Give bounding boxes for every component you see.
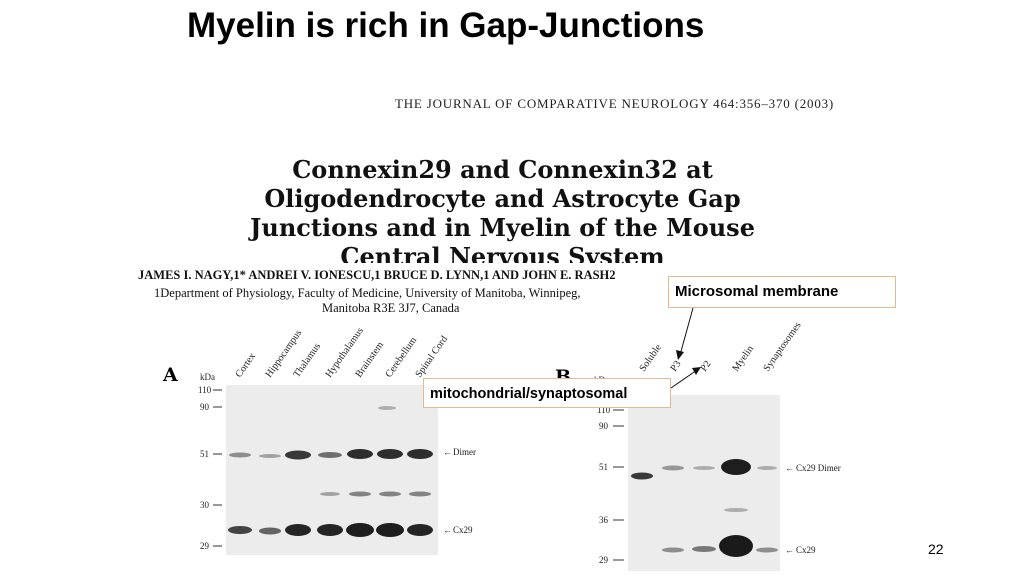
panel-a-bands [228,406,433,537]
marker-label: 29 [599,555,609,565]
band [379,491,401,497]
band [409,491,431,497]
marker-label: 110 [198,385,212,395]
marker-label: 90 [200,402,210,412]
marker-label: 51 [599,462,608,472]
band [692,546,716,552]
marker-label: 51 [200,449,209,459]
paper-title-line: Junctions and in Myelin of the Mouse [250,213,755,242]
panel-b-markers: 110 90 51 36 29 [597,405,624,565]
journal-citation: THE JOURNAL OF COMPARATIVE NEUROLOGY 464… [395,96,835,111]
panel-a-letter: A [163,364,178,386]
band [346,523,374,537]
annotation-arrow-icon: ← [443,447,452,457]
band [259,527,281,535]
band [757,466,777,470]
kda-label: kDa [200,372,215,382]
paper-title-line: Central Nervous System [340,242,665,263]
band [318,452,342,458]
lane-label: Spinal Cord [413,334,450,380]
annotation-arrow-icon: ← [443,525,452,535]
lane-label: Thalamus [291,341,323,380]
paper-title: Connexin29 and Connexin32 at Oligodendro… [220,155,785,263]
panel-b-blot-background [628,395,780,571]
band [228,526,252,534]
marker-label: 90 [599,421,609,431]
band [378,406,396,410]
paper-affiliation: 1Department of Physiology, Faculty of Me… [154,286,581,300]
band [349,491,371,497]
marker-label: 110 [597,405,611,415]
paper-title-line: Connexin29 and Connexin32 at [292,155,713,184]
band [721,459,751,475]
band [662,547,684,553]
band [662,465,684,471]
callout-pointer-microsomal [679,307,694,356]
band [693,466,715,470]
band [377,449,403,459]
band [407,524,433,536]
marker-label: 36 [599,515,609,525]
callout-microsomal-membrane: Microsomal membrane [668,276,896,308]
lane-label: Myelin [730,344,756,374]
band [376,523,404,537]
panel-a-lane-labels: Cortex Hippocampus Thalamus Hypothalamus… [233,326,450,380]
lane-label: P3 [668,359,683,374]
band [229,452,251,458]
band [719,535,753,557]
annotation-label: Dimer [453,447,476,457]
annotation-arrow-icon: ← [785,545,794,555]
annotation-label: Cx29 Dimer [796,463,841,473]
lane-label: Soluble [637,342,664,374]
band [631,472,653,480]
annotation-label: Cx29 [453,525,473,535]
lane-label: Cortex [233,351,258,380]
band [285,524,311,536]
band [259,454,281,458]
band [320,492,340,496]
panel-b-lane-labels: Soluble P3 P2 Myelin Synaptosomes [637,320,803,374]
marker-label: 29 [200,541,210,551]
band [724,508,748,512]
lane-label: Synaptosomes [761,320,803,374]
panel-a-markers: 110 90 51 30 29 [198,385,222,551]
band [756,547,778,553]
lane-label: Brainstem [353,340,386,380]
band [285,450,311,460]
lane-label: P2 [698,359,713,374]
callout-mitochondrial-synaptosomal: mitochondrial/synaptosomal [423,378,671,408]
marker-label: 30 [200,500,210,510]
callout-pointer-mitochondrial [670,369,698,389]
annotation-label: Cx29 [796,545,816,555]
annotation-arrow-icon: ← [785,463,794,473]
pointer-arrowhead-icon [676,350,684,360]
pointer-arrowhead-icon [692,367,701,375]
paper-title-line: Oligodendrocyte and Astrocyte Gap [264,184,741,213]
slide-title: Myelin is rich in Gap-Junctions [187,6,705,45]
band [347,449,373,459]
paper-authors: JAMES I. NAGY,1* ANDREI V. IONESCU,1 BRU… [138,268,616,282]
page-number: 22 [928,541,944,557]
panel-b-bands [631,459,778,557]
band [317,524,343,536]
paper-affiliation-continued: Manitoba R3E 3J7, Canada [322,301,460,315]
band [407,449,433,459]
